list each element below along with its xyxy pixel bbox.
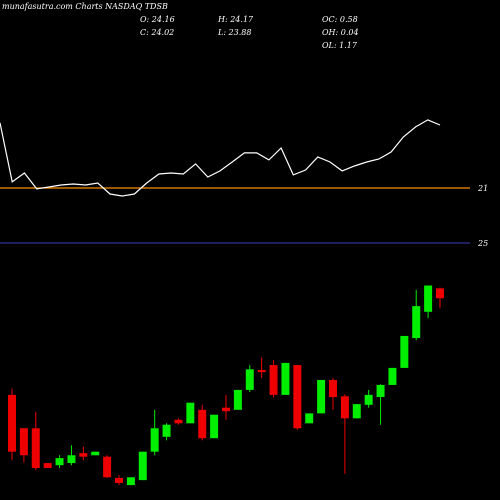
candle-body — [233, 389, 242, 410]
candle-body — [400, 335, 409, 368]
candle-body — [186, 402, 195, 424]
candle-body — [19, 428, 28, 456]
candle-body — [245, 369, 254, 390]
candle-body — [436, 288, 444, 299]
candle-body — [79, 453, 88, 457]
candle-body — [55, 458, 64, 466]
ohlc-stat: OL: 1.17 — [322, 41, 358, 50]
candle-body — [150, 428, 159, 452]
candle-body — [317, 379, 326, 414]
candle-body — [388, 367, 397, 385]
candle-body — [162, 424, 171, 437]
ohlc-stat: L: 23.88 — [217, 28, 251, 37]
reference-label: 21 — [477, 184, 488, 193]
candle-body — [305, 413, 314, 424]
line-series — [0, 119, 441, 197]
candle-body — [91, 451, 100, 456]
candle-body — [138, 451, 147, 481]
candle-body — [329, 379, 337, 398]
candle-body — [67, 455, 76, 464]
ohlc-stat: H: 24.17 — [217, 15, 254, 24]
candle-body — [103, 456, 112, 478]
candle-body — [115, 477, 123, 483]
candle-body — [174, 419, 183, 424]
candle-body — [340, 396, 349, 419]
candle-body — [210, 414, 219, 439]
candle-body — [281, 362, 290, 395]
reference-label: 25 — [477, 239, 488, 248]
ohlc-stat: C: 24.02 — [140, 28, 174, 37]
candle-body — [43, 463, 52, 469]
candle-body — [257, 370, 266, 373]
candle-body — [269, 365, 278, 395]
candle-body — [412, 306, 421, 339]
candle-body — [222, 407, 230, 412]
candle-body — [126, 477, 135, 486]
ohlc-stat: OC: 0.58 — [322, 15, 358, 24]
chart-title: munafasutra.com Charts NASDAQ TDSB — [2, 2, 168, 11]
ohlc-stat: O: 24.16 — [140, 15, 175, 24]
candle-body — [352, 404, 361, 419]
candle-body — [376, 384, 385, 398]
candle-body — [198, 409, 207, 439]
candle-body — [293, 365, 302, 429]
ohlc-stat: OH: 0.04 — [322, 28, 359, 37]
candle-body — [364, 394, 373, 405]
candle-body — [31, 428, 40, 469]
candle-body — [8, 394, 16, 452]
candle-body — [424, 285, 433, 312]
